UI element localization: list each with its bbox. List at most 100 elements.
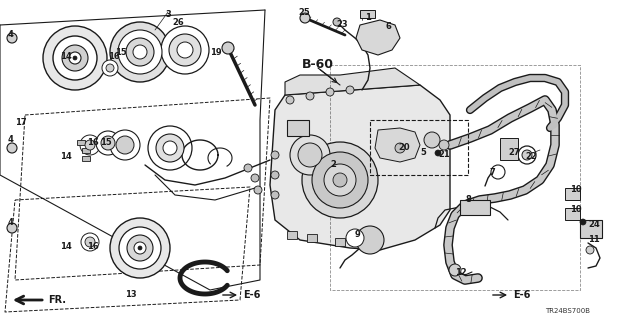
Text: TR24BS700B: TR24BS700B (545, 308, 590, 314)
Text: 14: 14 (60, 152, 72, 161)
Text: 1: 1 (365, 13, 371, 22)
Circle shape (62, 45, 88, 71)
Circle shape (346, 229, 364, 247)
Text: 10: 10 (570, 185, 582, 194)
Circle shape (254, 186, 262, 194)
Text: 10: 10 (570, 205, 582, 214)
Text: B-60: B-60 (302, 58, 334, 71)
Circle shape (298, 143, 322, 167)
Text: 27: 27 (508, 148, 520, 157)
Circle shape (449, 264, 461, 276)
Text: 9: 9 (355, 230, 361, 239)
Circle shape (356, 226, 384, 254)
Circle shape (286, 96, 294, 104)
Circle shape (302, 142, 378, 218)
Circle shape (127, 235, 153, 261)
Circle shape (110, 218, 170, 278)
Text: 24: 24 (588, 220, 600, 229)
Text: 17: 17 (15, 118, 27, 127)
Circle shape (81, 233, 99, 251)
Bar (287, 120, 309, 136)
Circle shape (271, 151, 279, 159)
Circle shape (156, 134, 184, 162)
Bar (565, 188, 580, 200)
Circle shape (7, 143, 17, 153)
Text: E-6: E-6 (513, 290, 531, 300)
Circle shape (346, 86, 354, 94)
Circle shape (324, 164, 356, 196)
Text: 25: 25 (298, 8, 310, 17)
Text: 26: 26 (172, 18, 184, 27)
Bar (565, 208, 580, 220)
Circle shape (101, 136, 115, 150)
Circle shape (395, 143, 405, 153)
Polygon shape (270, 85, 450, 250)
Polygon shape (375, 128, 420, 162)
Bar (307, 234, 317, 242)
Circle shape (586, 246, 594, 254)
Circle shape (126, 38, 154, 66)
Text: 21: 21 (438, 150, 450, 159)
Circle shape (85, 140, 95, 150)
Text: 23: 23 (336, 20, 348, 29)
Bar (82, 148, 90, 153)
Text: 12: 12 (455, 268, 467, 277)
Bar (580, 220, 602, 238)
Circle shape (424, 132, 440, 148)
Circle shape (96, 131, 120, 155)
Text: 11: 11 (588, 235, 600, 244)
Text: E-6: E-6 (243, 290, 260, 300)
Circle shape (300, 13, 310, 23)
Circle shape (134, 242, 146, 254)
Circle shape (244, 164, 252, 172)
Circle shape (163, 141, 177, 155)
Text: FR.: FR. (48, 295, 66, 305)
Text: 15: 15 (100, 138, 112, 147)
Text: 2: 2 (330, 160, 336, 169)
Circle shape (580, 219, 586, 225)
Bar (82, 156, 90, 161)
Text: 20: 20 (398, 143, 410, 152)
Text: 6: 6 (385, 22, 391, 31)
Circle shape (148, 126, 192, 170)
Circle shape (7, 33, 17, 43)
Circle shape (306, 92, 314, 100)
Circle shape (271, 171, 279, 179)
Circle shape (110, 130, 140, 160)
Circle shape (222, 42, 234, 54)
Circle shape (7, 223, 17, 233)
Bar (500, 138, 518, 160)
Text: 4: 4 (8, 30, 14, 39)
Text: 8: 8 (465, 195, 471, 204)
Circle shape (110, 22, 170, 82)
Circle shape (491, 165, 505, 179)
Circle shape (439, 140, 449, 150)
Circle shape (312, 152, 368, 208)
Circle shape (177, 42, 193, 58)
Circle shape (161, 26, 209, 74)
Circle shape (251, 174, 259, 182)
Circle shape (169, 34, 201, 66)
Circle shape (102, 60, 118, 76)
Circle shape (73, 56, 77, 60)
Polygon shape (285, 68, 420, 95)
Circle shape (119, 227, 161, 269)
Circle shape (43, 26, 107, 90)
Text: 16: 16 (87, 242, 99, 251)
Bar (365, 236, 375, 244)
Polygon shape (356, 20, 400, 55)
Text: 14: 14 (60, 242, 72, 251)
Bar (77, 140, 85, 145)
Circle shape (106, 64, 114, 72)
Bar (460, 200, 490, 215)
Circle shape (435, 150, 441, 156)
Bar (287, 231, 297, 239)
Text: 5: 5 (420, 148, 426, 157)
Text: 19: 19 (210, 48, 221, 57)
Text: 13: 13 (125, 290, 136, 299)
Circle shape (271, 191, 279, 199)
Bar (360, 10, 375, 18)
Circle shape (326, 88, 334, 96)
Circle shape (138, 246, 142, 250)
Circle shape (333, 173, 347, 187)
